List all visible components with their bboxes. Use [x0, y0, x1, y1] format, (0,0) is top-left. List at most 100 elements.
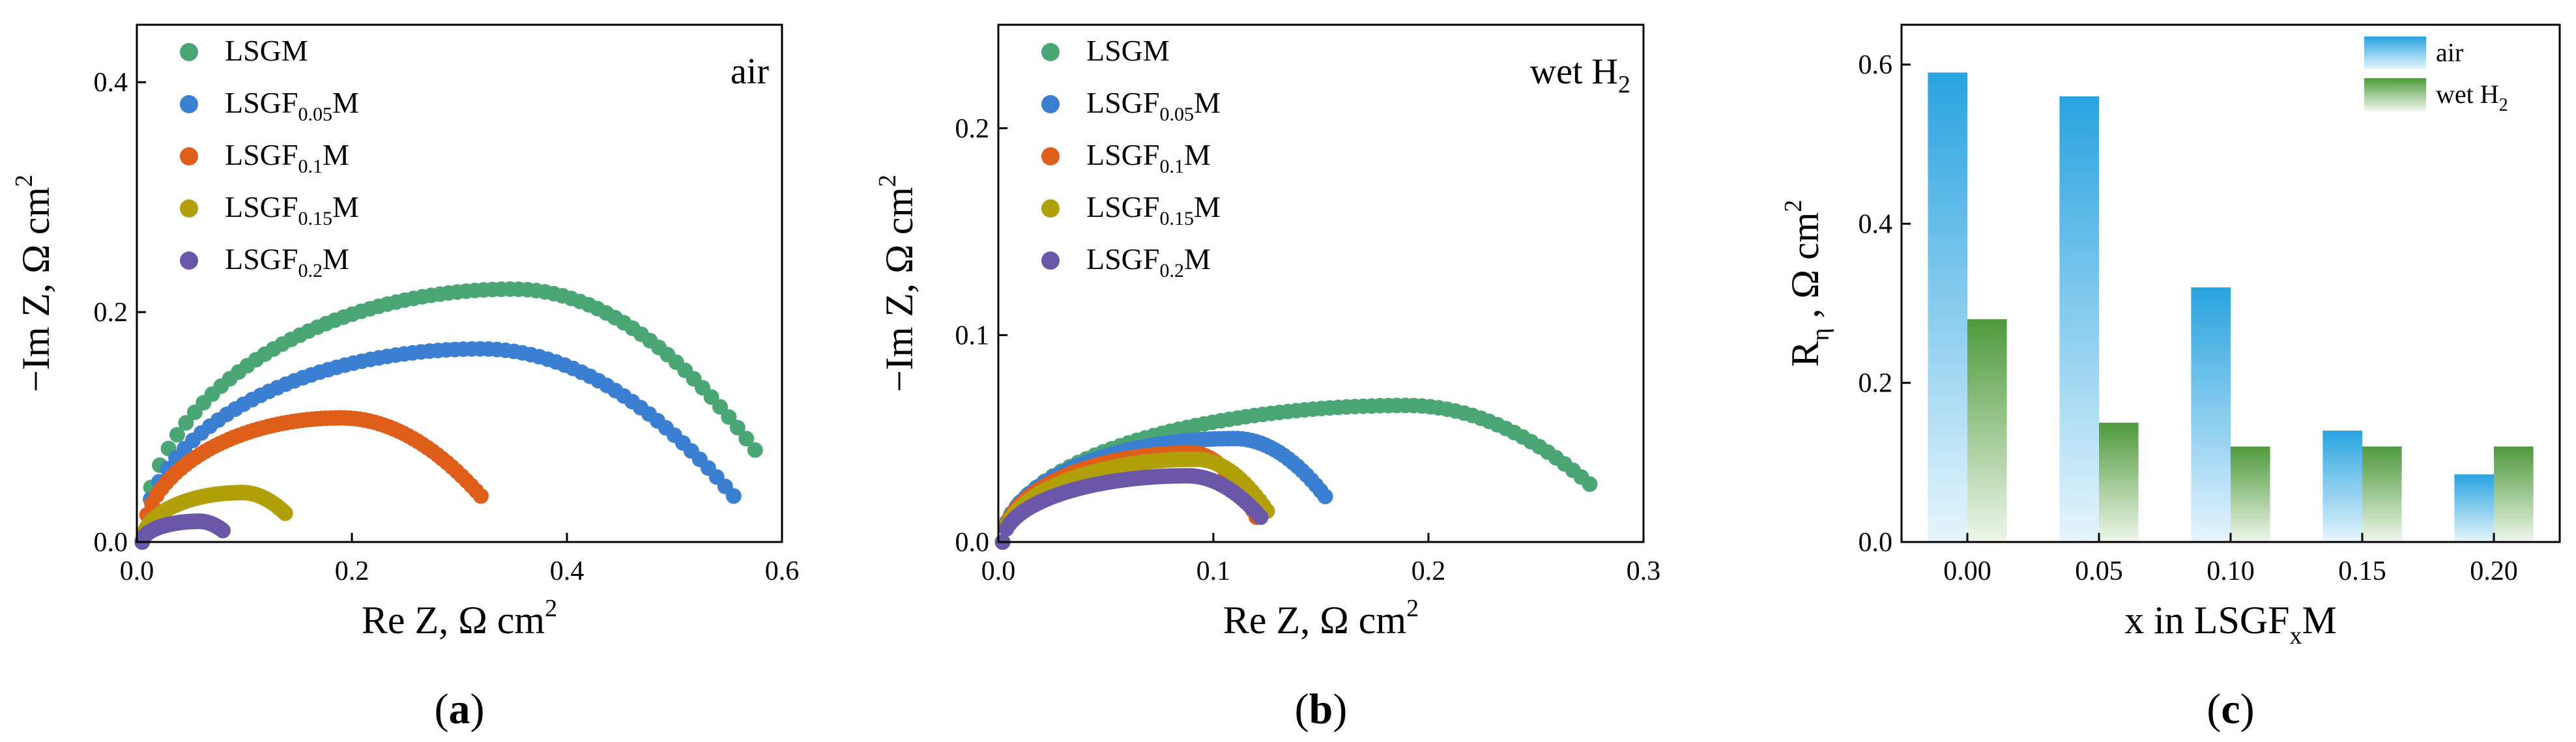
legend-marker [180, 43, 198, 61]
legend-marker [180, 147, 198, 165]
panel-c-polarization-resistance-bars: 0.00 0.05 0.10 0.15 0.20 0.0 0.2 0.4 0.6 x in LSG… [1780, 23, 2561, 733]
legend-label-sub: 0.05 [298, 104, 332, 125]
legend-label: LSGF0.05M [1086, 86, 1221, 125]
y-axis-title-sup: 2 [874, 175, 901, 187]
y-tick-label: 0.1 [955, 321, 990, 350]
y-axis-title-tail: , Ω cm [1784, 212, 1827, 328]
x-tick-label: 0.05 [2075, 556, 2123, 586]
legend-label-sub: 0.1 [298, 156, 323, 177]
y-tick-label: 0.2 [955, 114, 990, 144]
x-tick-label: 0.0 [120, 556, 154, 586]
legend-swatch [2364, 78, 2426, 111]
condition-sub: 2 [1618, 71, 1630, 98]
x-tick-label: 0.00 [1943, 556, 1991, 586]
panel-label: (b) [1295, 685, 1348, 733]
legend-label: LSGM [1086, 34, 1170, 67]
data-point [738, 431, 755, 447]
bar-air [2323, 431, 2362, 542]
legend-label-base: LSGF [1086, 190, 1159, 223]
paren-open: ( [435, 685, 449, 733]
legend-marker [1041, 251, 1060, 270]
legend-label: LSGM [225, 34, 308, 67]
panel-letter: c [2221, 685, 2240, 733]
x-axis-title-main: x in LSGF [2124, 599, 2289, 642]
legend-label-base: LSGF [225, 86, 298, 119]
data-point [729, 420, 745, 436]
legend-swatch [2364, 36, 2426, 69]
y-tick-label: 0.2 [94, 298, 128, 328]
y-tick-label: 0.0 [1859, 528, 1893, 558]
y-axis-title-sub: η [1807, 328, 1834, 341]
legend-label: wet H2 [2436, 79, 2508, 115]
x-axis-title-sup: 2 [545, 595, 557, 622]
condition-label: wet H2 [1530, 51, 1630, 98]
x-tick-label: 0.2 [1411, 556, 1446, 586]
plot-frame [1900, 23, 2561, 543]
bar-air [2454, 474, 2494, 542]
data-point [747, 442, 763, 458]
legend-label-base: LSGF [225, 138, 298, 171]
condition-main: wet H [1530, 51, 1618, 92]
legend-label-tail: M [1184, 242, 1211, 276]
x-tick-label: 0.15 [2338, 556, 2386, 586]
bar-wet H2 [2494, 446, 2534, 542]
legend-label-tail: M [1184, 138, 1211, 171]
x-axis-title-main: Re Z, Ω cm [362, 599, 545, 642]
data-point [277, 505, 293, 521]
legend-marker [180, 199, 198, 218]
series-LSGF0.15M [134, 485, 293, 550]
x-axis-title-tail: M [2302, 599, 2337, 642]
series-LSGM [134, 281, 763, 550]
x-axis-title-sub: x [2290, 622, 2302, 649]
paren-close: ) [1333, 685, 1347, 733]
legend-label-base: LSGF [1086, 242, 1159, 276]
legend-label-text: LSGM [1086, 34, 1170, 67]
legend-label-tail: M [323, 138, 349, 171]
legend-label-sub: 2 [2499, 95, 2508, 115]
x-tick-label: 0.4 [550, 556, 585, 586]
legend-label-text: air [2436, 38, 2463, 67]
x-axis-title: Re Z, Ω cm2 [1223, 595, 1419, 642]
x-axis-title: Re Z, Ω cm2 [362, 595, 557, 642]
panel-letter: b [1309, 685, 1333, 733]
legend-label-sub: 0.2 [1159, 260, 1184, 281]
panel-b-impedance-wet-h2: 0.0 0.1 0.2 0.30.00.10.2Re Z, Ω cm2−Im Z, Ω… [874, 23, 1660, 733]
bar-wet H2 [2362, 446, 2402, 542]
legend-label-base: LSGF [225, 242, 298, 276]
legend-label-sub: 0.15 [1159, 208, 1194, 229]
legend-label-base: LSGF [1086, 138, 1159, 171]
data-point [1317, 489, 1333, 505]
y-tick-label: 0.4 [94, 68, 128, 98]
y-tick-label: 0.0 [955, 528, 990, 558]
y-tick-label: 0.2 [1859, 369, 1893, 399]
y-axis-title-main: −Im Z, Ω cm [878, 187, 921, 392]
bar-wet H2 [1967, 319, 2007, 542]
data-point [215, 522, 231, 539]
x-tick-label: 0.10 [2207, 556, 2255, 586]
y-axis-title-sup: 2 [10, 175, 38, 187]
paren-open: ( [2207, 685, 2221, 733]
legend-label-sub: 0.1 [1159, 156, 1184, 177]
bar-wet H2 [2099, 422, 2139, 542]
data-point [725, 488, 742, 504]
series-LSGF0.2M [134, 513, 231, 550]
x-axis-title: x in LSGFxM [2124, 599, 2337, 649]
x-tick-label: 0.20 [2470, 556, 2518, 586]
x-tick-label: 0.2 [335, 556, 369, 586]
bar-air [1928, 72, 1967, 543]
y-tick-label: 0.0 [94, 528, 128, 558]
legend-marker [1041, 147, 1060, 165]
x-tick-label: 0.6 [765, 556, 800, 586]
bar-air [2059, 96, 2099, 542]
data-point [1252, 509, 1269, 525]
y-axis-title-main: R [1784, 341, 1827, 367]
panel-label: (a) [435, 685, 485, 733]
panel-letter: a [449, 685, 470, 733]
paren-close: ) [470, 685, 485, 733]
legend-label: LSGF0.15M [225, 190, 359, 229]
legend-label-tail: M [332, 86, 359, 119]
y-axis-title-sup: 2 [1780, 200, 1807, 212]
y-tick-label: 0.4 [1859, 209, 1893, 239]
condition-label: air [731, 51, 769, 92]
